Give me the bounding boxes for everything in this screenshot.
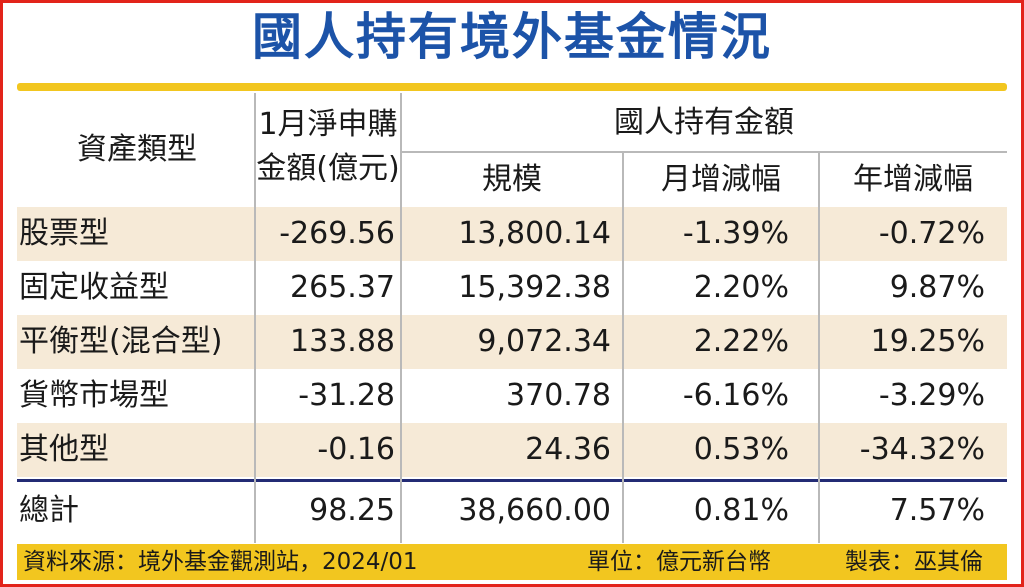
- cell-net-subscription: -269.56: [279, 216, 395, 251]
- cell-monthly-change: 0.53%: [693, 432, 789, 467]
- total-separator: [17, 479, 1007, 482]
- footer-unit: 單位：億元新台幣: [587, 549, 771, 575]
- cell-net-subscription: -0.16: [317, 432, 395, 467]
- total-row: 總計 98.25 38,660.00 0.81% 7.57%: [17, 484, 1007, 538]
- cell-total-monthly-change: 0.81%: [693, 493, 789, 528]
- cell-total-net-subscription: 98.25: [309, 493, 395, 528]
- cell-total-label: 總計: [19, 493, 79, 528]
- column-divider: [400, 93, 402, 543]
- fund-table: 資產類型 1月淨申購 金額(億元) 國人持有金額 規模 月增減幅 年增減幅 股票…: [17, 93, 1007, 543]
- page-title: 國人持有境外基金情況: [252, 8, 772, 66]
- column-divider: [622, 151, 624, 543]
- header-divider: [401, 151, 1007, 153]
- footer-source: 資料來源：境外基金觀測站，2024/01: [23, 549, 418, 575]
- cell-yearly-change: -34.32%: [859, 432, 985, 467]
- header-holdings-group: 國人持有金額: [614, 105, 794, 140]
- cell-yearly-change: -0.72%: [878, 216, 985, 251]
- footer-bar: 資料來源：境外基金觀測站，2024/01 單位：億元新台幣 製表：巫其倫: [17, 544, 1007, 580]
- table-row: 其他型 -0.16 24.36 0.53% -34.32%: [17, 423, 1007, 477]
- header-net-subscription-line2: 金額(億元): [256, 151, 400, 186]
- cell-asset-type: 其他型: [19, 432, 109, 467]
- header-asset-type: 資產類型: [77, 132, 197, 167]
- cell-total-scale: 38,660.00: [458, 493, 611, 528]
- cell-net-subscription: -31.28: [298, 378, 395, 413]
- table-row: 股票型 -269.56 13,800.14 -1.39% -0.72%: [17, 207, 1007, 261]
- table-row: 固定收益型 265.37 15,392.38 2.20% 9.87%: [17, 261, 1007, 315]
- column-divider: [818, 151, 820, 543]
- cell-scale: 370.78: [506, 378, 611, 413]
- column-divider: [254, 93, 256, 543]
- cell-asset-type: 股票型: [19, 216, 109, 251]
- cell-net-subscription: 133.88: [290, 324, 395, 359]
- cell-scale: 9,072.34: [477, 324, 611, 359]
- cell-yearly-change: -3.29%: [878, 378, 985, 413]
- cell-net-subscription: 265.37: [290, 270, 395, 305]
- cell-monthly-change: 2.20%: [693, 270, 789, 305]
- cell-scale: 15,392.38: [458, 270, 611, 305]
- cell-scale: 24.36: [525, 432, 611, 467]
- cell-yearly-change: 19.25%: [870, 324, 985, 359]
- table-row: 貨幣市場型 -31.28 370.78 -6.16% -3.29%: [17, 369, 1007, 423]
- header-yearly-change: 年增減幅: [853, 162, 973, 197]
- header-net-subscription-line1: 1月淨申購: [258, 107, 398, 142]
- header-monthly-change: 月增減幅: [661, 162, 781, 197]
- cell-asset-type: 貨幣市場型: [19, 378, 169, 413]
- header-scale: 規模: [482, 162, 542, 197]
- cell-yearly-change: 9.87%: [889, 270, 985, 305]
- cell-asset-type: 固定收益型: [19, 270, 169, 305]
- cell-monthly-change: -1.39%: [682, 216, 789, 251]
- title-underline: [17, 83, 1007, 91]
- footer-author: 製表：巫其倫: [845, 549, 983, 575]
- cell-monthly-change: -6.16%: [682, 378, 789, 413]
- cell-scale: 13,800.14: [458, 216, 611, 251]
- cell-asset-type: 平衡型(混合型): [19, 324, 223, 359]
- cell-monthly-change: 2.22%: [693, 324, 789, 359]
- table-row: 平衡型(混合型) 133.88 9,072.34 2.22% 19.25%: [17, 315, 1007, 369]
- cell-total-yearly-change: 7.57%: [889, 493, 985, 528]
